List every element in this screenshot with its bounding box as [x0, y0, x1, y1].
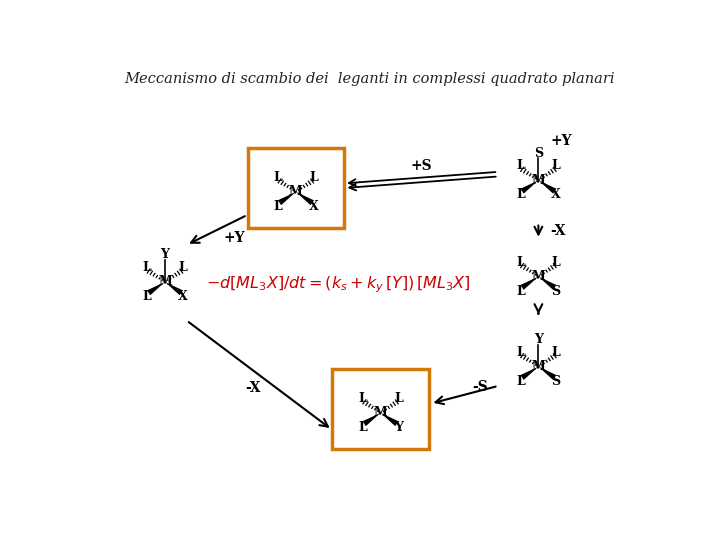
Text: L: L [516, 255, 525, 268]
Polygon shape [539, 276, 557, 290]
Text: L: L [359, 421, 367, 434]
Text: S: S [552, 285, 561, 298]
Text: X: X [309, 200, 318, 213]
Text: M: M [289, 185, 302, 198]
Text: L: L [274, 171, 282, 184]
Text: L: L [516, 285, 525, 298]
Polygon shape [521, 367, 539, 380]
Polygon shape [381, 413, 399, 426]
Polygon shape [165, 282, 183, 295]
Text: Y: Y [534, 333, 543, 346]
Polygon shape [278, 192, 296, 205]
Text: -X: -X [246, 381, 261, 395]
Polygon shape [363, 413, 381, 426]
Text: Y: Y [161, 248, 169, 261]
Text: L: L [143, 290, 151, 303]
Text: L: L [516, 188, 525, 201]
Text: X: X [178, 290, 188, 303]
Text: L: L [143, 261, 151, 274]
Text: M: M [531, 270, 545, 283]
Text: L: L [394, 392, 402, 405]
Text: Y: Y [394, 421, 402, 434]
Text: L: L [274, 200, 282, 213]
Text: +S: +S [410, 159, 432, 173]
Text: L: L [516, 346, 525, 359]
Text: L: L [310, 171, 318, 184]
Bar [333, 369, 428, 449]
Text: M: M [158, 275, 172, 288]
Text: Meccanismo di scambio dei  leganti in complessi quadrato planari: Meccanismo di scambio dei leganti in com… [124, 72, 614, 86]
Polygon shape [539, 180, 557, 194]
Polygon shape [147, 282, 165, 295]
Text: -X: -X [551, 224, 566, 238]
Text: M: M [374, 406, 387, 420]
Text: +Y: +Y [223, 231, 245, 245]
Text: -S: -S [472, 380, 488, 394]
Polygon shape [539, 367, 557, 380]
Text: S: S [552, 375, 561, 388]
Text: +Y: +Y [551, 134, 572, 149]
Text: S: S [534, 147, 543, 160]
Text: X: X [552, 188, 561, 201]
Text: L: L [516, 159, 525, 172]
Polygon shape [521, 180, 539, 194]
Text: L: L [552, 159, 561, 172]
Text: L: L [552, 255, 561, 268]
Text: $\mathit{-d[ML_3X]/dt = (k_s + k_y\,[Y])\,[ML_3X]}$: $\mathit{-d[ML_3X]/dt = (k_s + k_y\,[Y])… [206, 274, 470, 294]
Text: L: L [179, 261, 187, 274]
Polygon shape [521, 276, 539, 290]
Text: M: M [531, 360, 545, 373]
Bar [248, 147, 344, 228]
Polygon shape [296, 192, 314, 205]
Text: L: L [359, 392, 367, 405]
Text: L: L [552, 346, 561, 359]
Text: L: L [516, 375, 525, 388]
Text: M: M [531, 174, 545, 187]
